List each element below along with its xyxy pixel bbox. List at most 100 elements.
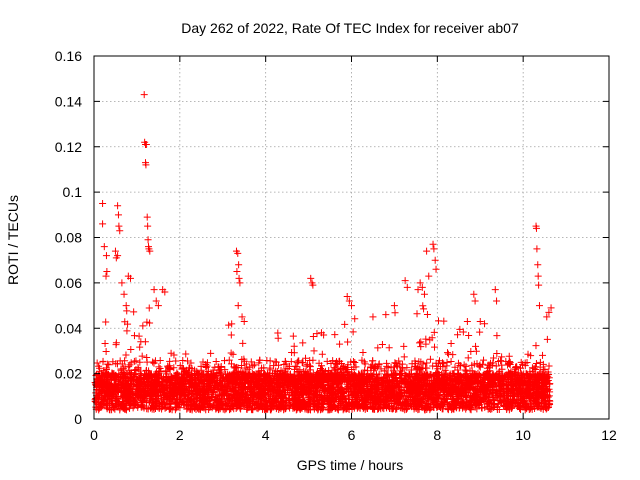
data-point (132, 357, 140, 365)
data-point (315, 359, 323, 367)
data-point (252, 391, 260, 399)
data-point (422, 340, 430, 348)
data-point (146, 372, 154, 380)
data-point (361, 366, 369, 374)
data-point (306, 388, 314, 396)
data-point (268, 399, 276, 407)
data-point (242, 396, 250, 404)
data-point (119, 368, 127, 376)
data-point (358, 356, 366, 364)
data-point (489, 359, 497, 367)
data-point (185, 382, 193, 390)
data-point (204, 396, 212, 404)
data-point (310, 347, 318, 355)
data-point (213, 382, 221, 390)
data-point (524, 350, 532, 358)
data-point (232, 399, 240, 407)
data-point (334, 406, 342, 414)
data-point (119, 397, 127, 405)
data-point (426, 371, 434, 379)
data-point (456, 325, 464, 333)
data-point (438, 371, 446, 379)
data-point (421, 396, 429, 404)
data-point (354, 376, 362, 384)
data-point (140, 393, 148, 401)
data-point (512, 363, 520, 371)
data-point (198, 402, 206, 410)
data-point (274, 334, 282, 342)
data-point (143, 358, 151, 366)
data-point (494, 358, 502, 366)
data-point (169, 387, 177, 395)
data-point (287, 358, 295, 366)
data-point (344, 338, 352, 346)
data-point (339, 364, 347, 372)
data-point (420, 305, 428, 313)
data-point (249, 406, 257, 414)
data-point (227, 331, 235, 339)
data-point (313, 330, 321, 338)
data-point (176, 404, 184, 412)
data-point (173, 369, 181, 377)
data-point (412, 365, 420, 373)
data-point (287, 389, 295, 397)
data-point (539, 351, 547, 359)
data-point (159, 377, 167, 385)
data-point (455, 378, 463, 386)
data-point (104, 390, 112, 398)
data-point (222, 390, 230, 398)
data-point (508, 395, 516, 403)
data-point (362, 396, 370, 404)
data-point (532, 359, 540, 367)
data-point (454, 366, 462, 374)
data-point (283, 386, 291, 394)
data-point (161, 383, 169, 391)
data-point (146, 380, 154, 388)
data-point (300, 367, 308, 375)
data-point (221, 357, 229, 365)
data-point (414, 379, 422, 387)
data-point (271, 358, 279, 366)
data-point (378, 340, 386, 348)
data-point (182, 350, 190, 358)
data-point (334, 392, 342, 400)
data-point (408, 360, 416, 368)
data-point (110, 373, 118, 381)
data-point (317, 365, 325, 373)
data-point (472, 342, 480, 350)
data-point (520, 397, 528, 405)
data-point (353, 381, 361, 389)
data-point (105, 361, 113, 369)
data-point (496, 376, 504, 384)
data-point (464, 354, 472, 362)
data-point (352, 399, 360, 407)
data-point (404, 402, 412, 410)
data-point (121, 384, 129, 392)
data-point (225, 395, 233, 403)
data-point (214, 376, 222, 384)
data-point (344, 402, 352, 410)
data-point (309, 332, 317, 340)
data-point (234, 364, 242, 372)
data-point (486, 396, 494, 404)
data-point (483, 372, 491, 380)
data-point (448, 406, 456, 414)
data-point (546, 397, 554, 405)
data-point (340, 376, 348, 384)
data-point (343, 365, 351, 373)
data-point (226, 406, 234, 414)
data-point (180, 365, 188, 373)
data-point (155, 363, 163, 371)
data-point (108, 372, 116, 380)
data-point (403, 364, 411, 372)
data-point (373, 363, 381, 371)
data-point (306, 397, 314, 405)
data-point (435, 376, 443, 384)
data-point (291, 372, 299, 380)
data-point (302, 354, 310, 362)
data-point (270, 387, 278, 395)
data-point (395, 357, 403, 365)
data-point (191, 387, 199, 395)
data-point (218, 396, 226, 404)
